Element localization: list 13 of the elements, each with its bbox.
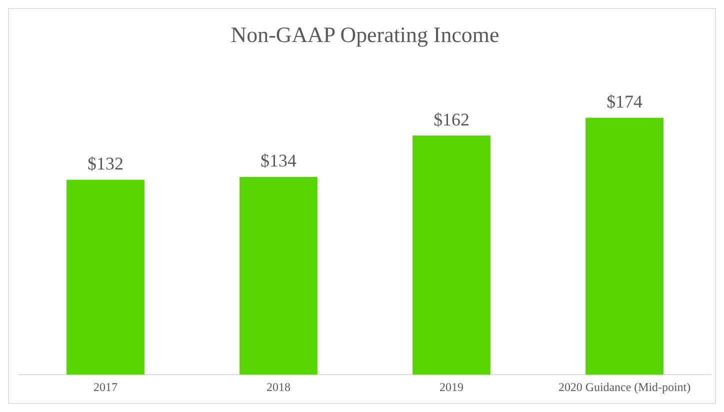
data-label: $134 — [260, 150, 296, 171]
data-label: $162 — [434, 109, 470, 130]
bar — [240, 176, 318, 375]
bar — [66, 180, 144, 375]
bar — [412, 135, 490, 375]
x-tick-label: 2018 — [266, 380, 290, 394]
x-tick-label: 2017 — [94, 380, 118, 394]
data-label: $174 — [606, 92, 642, 112]
x-tick-label: 2019 — [440, 380, 464, 394]
x-tick-label: 2020 Guidance (Mid-point) — [558, 380, 691, 394]
data-label: $132 — [88, 154, 124, 174]
chart-title: Non-GAAP Operating Income — [230, 22, 500, 47]
bar — [586, 118, 664, 375]
